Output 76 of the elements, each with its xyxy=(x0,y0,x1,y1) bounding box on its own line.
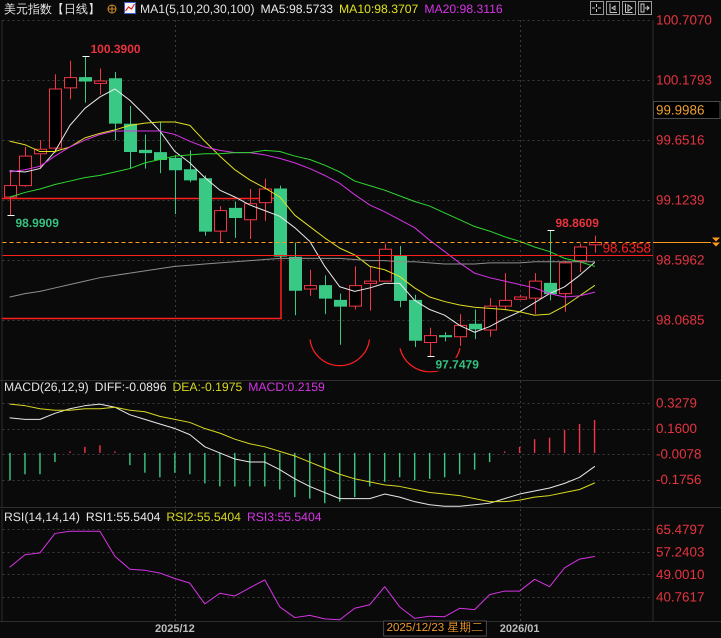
candlestick xyxy=(349,266,362,310)
line-series xyxy=(9,258,596,298)
y-tick-label: 49.0010 xyxy=(656,566,704,582)
line-series xyxy=(9,530,596,620)
legend-label: RSI2:55.5404 xyxy=(166,510,242,524)
x-tick-label: 2025/12 xyxy=(154,623,195,635)
candlestick xyxy=(229,201,242,238)
candlestick xyxy=(409,294,422,348)
candlestick xyxy=(169,154,182,215)
legend-title: MA1(5,10,20,30,100) xyxy=(140,2,255,16)
chart-title: 美元指数【日线】 xyxy=(4,2,100,16)
ref-line-label: 98.6358 xyxy=(602,240,651,256)
text: 97.7479 xyxy=(436,357,479,372)
text: 98.9909 xyxy=(16,216,59,230)
candlestick xyxy=(574,243,587,273)
y-tick-label: 98.5962 xyxy=(656,252,704,268)
candlestick xyxy=(559,260,572,312)
y-tick-label: 65.4797 xyxy=(656,522,704,537)
candlestick xyxy=(514,294,527,300)
text: MA20:98.3116 xyxy=(424,2,503,16)
candlestick xyxy=(499,272,512,310)
candlestick xyxy=(364,266,377,312)
candlestick xyxy=(214,206,227,243)
candlestick xyxy=(49,74,62,154)
y-tick-label: 0.1600 xyxy=(656,421,697,436)
candlestick xyxy=(154,121,167,174)
candlestick xyxy=(184,150,197,183)
legend-title: RSI(14,14,14) xyxy=(4,510,80,524)
candlestick xyxy=(64,60,77,100)
text: MA5:98.5733 xyxy=(260,2,334,16)
candlestick xyxy=(394,245,407,308)
candlestick xyxy=(334,293,347,346)
text: MA10:98.3707 xyxy=(339,2,419,16)
y-tick-label: -0.0078 xyxy=(656,446,702,462)
candlestick xyxy=(319,274,332,315)
candlestick xyxy=(304,269,317,296)
y-tick-label: 40.7617 xyxy=(656,589,704,604)
text: 98.8609 xyxy=(556,216,599,230)
y-tick-label: 100.1793 xyxy=(656,72,712,88)
candlestick xyxy=(259,178,272,222)
candlestick xyxy=(109,71,122,141)
candlestick xyxy=(199,174,212,236)
candlestick xyxy=(244,188,257,240)
y-tick-label: -0.1756 xyxy=(656,472,702,488)
text: 100.3900 xyxy=(90,42,141,56)
candlestick xyxy=(454,314,467,346)
candlestick xyxy=(4,170,17,216)
candlestick xyxy=(124,106,137,170)
y-tick-label: 98.0685 xyxy=(656,312,704,328)
candlestick xyxy=(544,229,557,301)
y-tick-label: 99.1239 xyxy=(656,192,704,208)
y-tick-label: 0.3279 xyxy=(656,395,697,410)
legend-title: MACD(26,12,9) xyxy=(4,380,89,394)
text: 99.9986 xyxy=(656,102,704,118)
candlestick xyxy=(439,332,452,342)
candlestick xyxy=(289,242,302,316)
y-tick-label: 100.7070 xyxy=(656,12,712,28)
y-tick-label: 99.6516 xyxy=(656,132,704,148)
legend-label: RSI1:55.5404 xyxy=(86,510,161,524)
candlestick xyxy=(94,68,107,96)
candlestick xyxy=(469,309,482,340)
candlestick xyxy=(274,185,287,259)
candlestick xyxy=(484,298,497,338)
text: DEA:-0.1975 xyxy=(172,380,242,394)
series-label: DIFF:-0.0896 xyxy=(94,380,167,394)
text: 2025/12/23 星期二 xyxy=(386,621,484,634)
y-tick-label: 57.2403 xyxy=(656,544,704,560)
candlestick xyxy=(379,243,392,282)
candlestick xyxy=(19,146,32,188)
x-tick-label: 2026/01 xyxy=(500,623,540,635)
candlestick xyxy=(424,327,437,357)
candlestick xyxy=(79,56,92,104)
annotation: MACD:0.2159 xyxy=(248,380,326,394)
candlestick xyxy=(139,134,152,170)
text: RSI3:55.5404 xyxy=(246,510,322,524)
candlestick xyxy=(529,272,542,315)
